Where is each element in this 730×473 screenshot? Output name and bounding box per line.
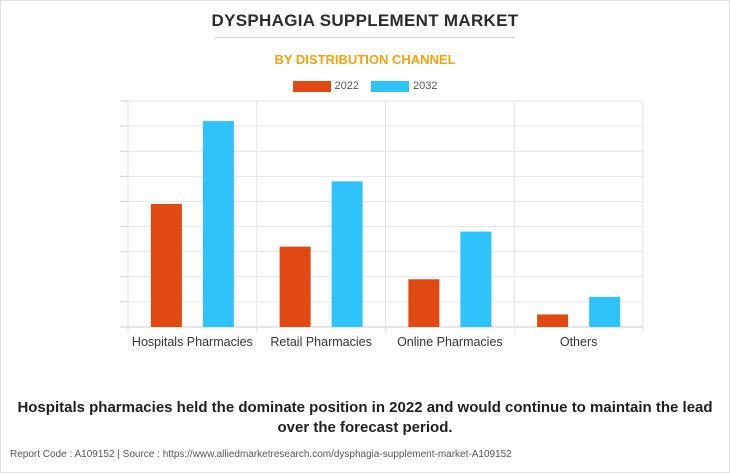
bar-hospitals-pharmacies-2022 xyxy=(150,203,182,327)
bar-others-2032 xyxy=(589,296,621,327)
legend: 2022 2032 xyxy=(0,80,730,92)
bar-retail-pharmacies-2022 xyxy=(279,246,311,327)
chart-title: DYSPHAGIA SUPPLEMENT MARKET xyxy=(211,11,519,30)
legend-item-2032[interactable]: 2032 xyxy=(371,80,437,92)
x-tick-label: Online Pharmacies xyxy=(397,335,503,349)
footnote-text: Hospitals pharmacies held the dominate p… xyxy=(17,399,713,436)
legend-item-2022[interactable]: 2022 xyxy=(292,80,359,92)
x-tick-label: Retail Pharmacies xyxy=(270,335,371,349)
title-divider xyxy=(215,37,515,38)
legend-label-2032: 2032 xyxy=(413,80,438,92)
x-tick-label: Others xyxy=(560,335,598,349)
legend-swatch-2022 xyxy=(292,80,331,92)
bar-hospitals-pharmacies-2032 xyxy=(202,121,234,327)
bar-online-pharmacies-2022 xyxy=(408,279,440,327)
bar-retail-pharmacies-2032 xyxy=(331,181,363,327)
chart-subtitle: BY DISTRIBUTION CHANNEL xyxy=(274,52,456,67)
legend-label-2022: 2022 xyxy=(334,80,359,92)
source-text: Report Code : A109152 | Source : https:/… xyxy=(10,449,512,460)
bar-online-pharmacies-2032 xyxy=(460,231,492,327)
legend-swatch-2032 xyxy=(371,80,409,92)
bar-others-2022 xyxy=(537,314,569,327)
x-tick-label: Hospitals Pharmacies xyxy=(132,335,253,349)
